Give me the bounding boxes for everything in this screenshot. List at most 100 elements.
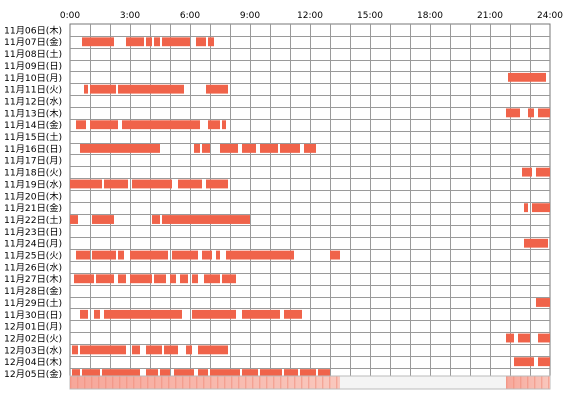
date-labels: 11月06日(木)11月07日(金)11月08日(土)11月09日(日)11月1… (4, 24, 62, 380)
activity-bar (154, 37, 160, 47)
activity-bar (508, 72, 546, 82)
activity-bar (130, 250, 168, 260)
overview-density-tick (196, 376, 198, 389)
activity-bar (538, 333, 550, 343)
x-tick-label: 6:00 (180, 11, 200, 21)
activity-bars (70, 37, 550, 378)
activity-bar (80, 309, 88, 319)
activity-bar (104, 309, 182, 319)
overview-density-tick (98, 376, 100, 389)
overview-density-tick (133, 376, 135, 389)
activity-bar (514, 357, 534, 367)
overview-density-tick (154, 376, 156, 389)
overview-density-tick (147, 376, 149, 389)
overview-density-tick (513, 376, 515, 389)
date-label: 11月10日(月) (4, 73, 62, 84)
activity-bar (522, 167, 532, 177)
activity-bar (80, 144, 160, 153)
activity-bar (284, 309, 302, 319)
activity-bar (82, 369, 100, 378)
overview-density-tick (231, 376, 233, 389)
activity-bar (192, 274, 198, 284)
activity-bar (536, 298, 550, 307)
activity-bar (300, 369, 316, 378)
activity-bar (198, 369, 208, 378)
activity-bar (204, 274, 220, 284)
date-label: 11月15日(土) (4, 131, 62, 143)
date-label: 11月21日(金) (4, 202, 62, 214)
overview-bar[interactable] (69, 375, 551, 390)
activity-bar (206, 84, 228, 94)
activity-bar (84, 84, 88, 94)
overview-density-tick (84, 376, 86, 389)
overview-density-tick (70, 376, 72, 389)
date-label: 11月25日(火) (4, 251, 62, 262)
activity-bar (132, 345, 140, 355)
activity-bar (226, 250, 294, 260)
activity-bar (524, 238, 548, 248)
overview-density-tick (520, 376, 522, 389)
overview-density-tick (308, 376, 310, 389)
activity-bar (202, 250, 212, 260)
overview-density-tick (322, 376, 324, 389)
date-label: 11月07日(金) (4, 36, 62, 48)
activity-bar (506, 333, 514, 343)
overview-density-tick (252, 376, 254, 389)
date-label: 11月09日(日) (4, 61, 62, 72)
activity-bar (538, 357, 550, 367)
overview-density-tick (280, 376, 282, 389)
activity-bar (82, 37, 114, 47)
date-label: 11月30日(日) (4, 310, 62, 321)
x-tick-label: 9:00 (240, 11, 260, 21)
date-label: 11月22日(土) (4, 214, 62, 226)
activity-bar (518, 333, 530, 343)
date-label: 11月26日(水) (4, 261, 62, 273)
activity-bar (196, 37, 206, 47)
activity-bar (330, 250, 340, 260)
x-tick-label: 21:00 (477, 11, 503, 21)
activity-bar (90, 120, 118, 130)
activity-bar (118, 274, 126, 284)
activity-bar (198, 345, 228, 355)
activity-bar (208, 37, 214, 47)
activity-bar (260, 144, 278, 153)
activity-bar (76, 250, 90, 260)
overview-density-tick (287, 376, 289, 389)
activity-bar (528, 108, 534, 118)
date-label: 12月02日(火) (4, 333, 62, 344)
activity-bar (74, 274, 94, 284)
overview-density-tick (140, 376, 142, 389)
activity-bar (72, 345, 78, 355)
date-label: 11月16日(日) (4, 144, 62, 155)
x-tick-label: 18:00 (417, 11, 443, 21)
date-label: 11月24日(月) (4, 239, 62, 250)
date-label: 11月29日(土) (4, 297, 62, 309)
activity-bar (280, 144, 300, 153)
overview-density-tick (182, 376, 184, 389)
activity-bar (80, 345, 126, 355)
activity-bar (72, 369, 80, 378)
activity-bar (216, 250, 220, 260)
overview-density-tick (273, 376, 275, 389)
activity-bar (126, 37, 144, 47)
activity-bar (538, 108, 550, 118)
activity-bar (92, 250, 116, 260)
overview-density-tick (548, 376, 550, 389)
activity-bar (92, 215, 114, 224)
activity-bar (242, 309, 280, 319)
overview-density-tick (245, 376, 247, 389)
activity-bar (154, 274, 166, 284)
activity-bar (318, 369, 330, 378)
overview-density-tick (527, 376, 529, 389)
date-label: 11月20日(木) (4, 190, 62, 202)
activity-bar (222, 120, 226, 130)
overview-density-tick (541, 376, 543, 389)
date-label: 12月04日(木) (4, 356, 62, 368)
activity-bar (194, 144, 200, 153)
x-tick-label: 24:00 (537, 11, 563, 21)
date-label: 11月11日(火) (4, 85, 62, 96)
activity-bar (260, 369, 282, 378)
overview-density-tick (301, 376, 303, 389)
activity-bar (284, 369, 298, 378)
